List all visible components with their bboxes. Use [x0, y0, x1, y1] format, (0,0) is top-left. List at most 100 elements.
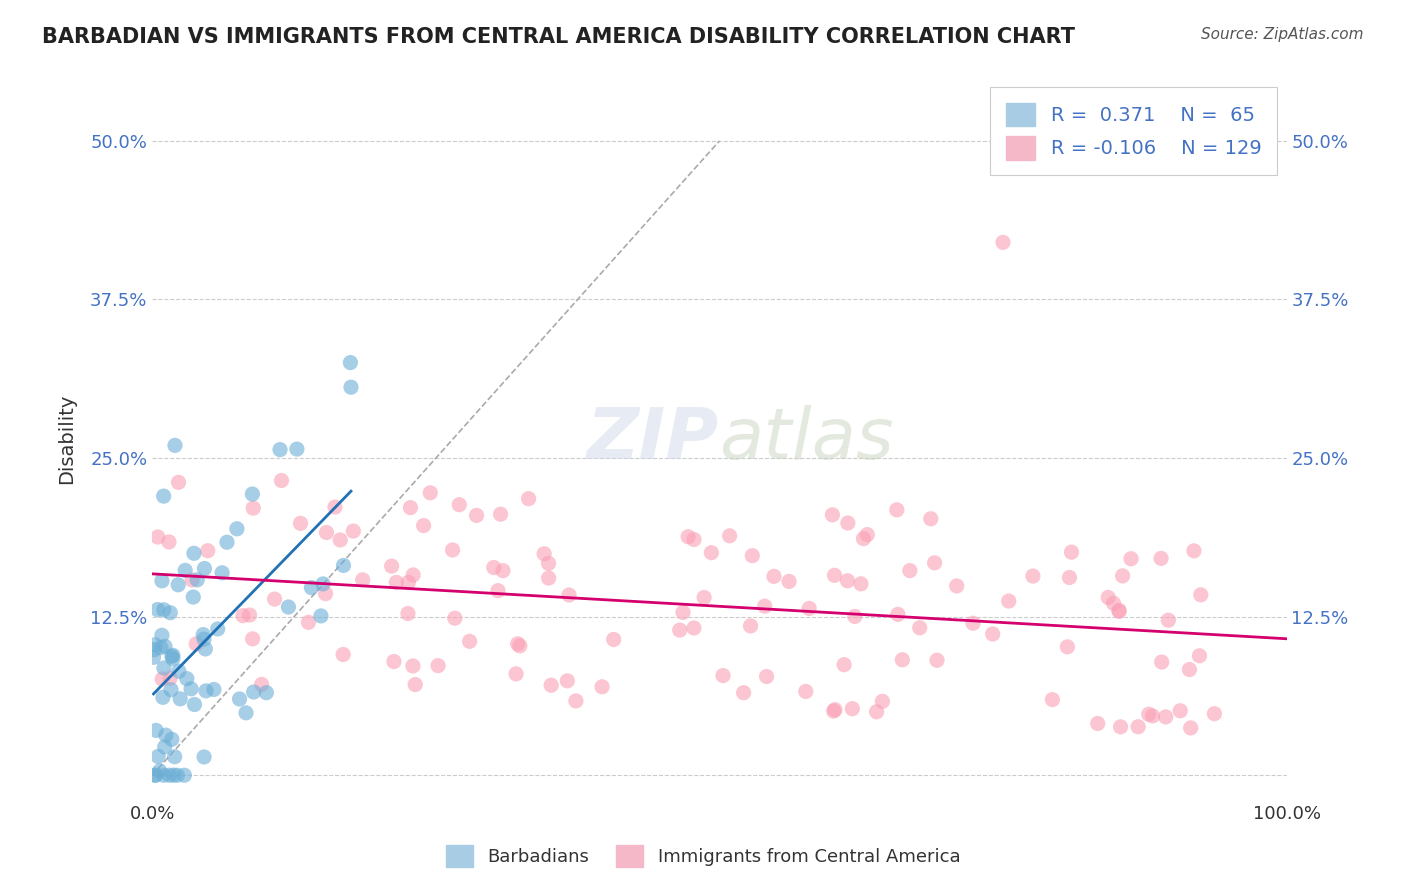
Immigrants from Central America: [146, 530, 169, 544]
Barbadians: [152, 768, 174, 782]
Immigrants from Central America: [718, 529, 741, 543]
Immigrants from Central America: [591, 680, 613, 694]
Immigrants from Central America: [891, 653, 914, 667]
Immigrants from Central America: [754, 599, 776, 614]
Immigrants from Central America: [458, 634, 481, 648]
Immigrants from Central America: [329, 533, 352, 547]
Immigrants from Central America: [824, 703, 846, 717]
Barbadians: [162, 768, 184, 782]
Immigrants from Central America: [315, 525, 337, 540]
Immigrants from Central America: [404, 677, 426, 691]
Immigrants from Central America: [537, 571, 560, 585]
Immigrants from Central America: [396, 607, 419, 621]
Immigrants from Central America: [797, 601, 820, 615]
Immigrants from Central America: [693, 591, 716, 605]
Barbadians: [211, 566, 233, 580]
Barbadians: [153, 739, 176, 754]
Immigrants from Central America: [683, 533, 706, 547]
Barbadians: [193, 750, 215, 764]
Barbadians: [163, 438, 186, 452]
Immigrants from Central America: [1059, 570, 1081, 584]
Barbadians: [194, 641, 217, 656]
Immigrants from Central America: [1060, 545, 1083, 559]
Immigrants from Central America: [1109, 720, 1132, 734]
Immigrants from Central America: [740, 619, 762, 633]
Immigrants from Central America: [396, 575, 419, 590]
Barbadians: [142, 650, 165, 665]
Barbadians: [166, 768, 188, 782]
Barbadians: [167, 578, 190, 592]
Immigrants from Central America: [537, 557, 560, 571]
Immigrants from Central America: [872, 694, 894, 708]
Immigrants from Central America: [412, 518, 434, 533]
Barbadians: [242, 685, 264, 699]
Immigrants from Central America: [1150, 655, 1173, 669]
Immigrants from Central America: [602, 632, 624, 647]
Barbadians: [309, 609, 332, 624]
Immigrants from Central America: [1102, 596, 1125, 610]
Immigrants from Central America: [486, 583, 509, 598]
Barbadians: [160, 649, 183, 664]
Immigrants from Central America: [482, 560, 505, 574]
Barbadians: [193, 561, 215, 575]
Barbadians: [339, 355, 361, 369]
Immigrants from Central America: [886, 503, 908, 517]
Immigrants from Central America: [250, 677, 273, 691]
Immigrants from Central America: [315, 587, 337, 601]
Barbadians: [181, 590, 204, 604]
Immigrants from Central America: [1126, 720, 1149, 734]
Immigrants from Central America: [489, 507, 512, 521]
Immigrants from Central America: [533, 547, 555, 561]
Barbadians: [152, 603, 174, 617]
Immigrants from Central America: [856, 527, 879, 541]
Immigrants from Central America: [924, 556, 946, 570]
Barbadians: [202, 682, 225, 697]
Barbadians: [149, 764, 172, 778]
Immigrants from Central America: [844, 609, 866, 624]
Immigrants from Central America: [1142, 709, 1164, 723]
Barbadians: [163, 749, 186, 764]
Immigrants from Central America: [332, 648, 354, 662]
Barbadians: [159, 606, 181, 620]
Barbadians: [145, 768, 167, 782]
Immigrants from Central America: [402, 659, 425, 673]
Immigrants from Central America: [823, 704, 845, 718]
Immigrants from Central America: [794, 684, 817, 698]
Immigrants from Central America: [402, 568, 425, 582]
Immigrants from Central America: [672, 606, 695, 620]
Immigrants from Central America: [1137, 707, 1160, 722]
Immigrants from Central America: [232, 608, 254, 623]
Immigrants from Central America: [1154, 710, 1177, 724]
Barbadians: [146, 602, 169, 616]
Barbadians: [152, 489, 174, 503]
Immigrants from Central America: [1180, 721, 1202, 735]
Immigrants from Central America: [540, 678, 562, 692]
Immigrants from Central America: [1204, 706, 1226, 721]
Immigrants from Central America: [150, 672, 173, 686]
Immigrants from Central America: [676, 530, 699, 544]
Immigrants from Central America: [492, 564, 515, 578]
Immigrants from Central America: [263, 592, 285, 607]
Immigrants from Central America: [1087, 716, 1109, 731]
Text: atlas: atlas: [720, 405, 894, 474]
Immigrants from Central America: [1056, 640, 1078, 654]
Barbadians: [242, 487, 264, 501]
Immigrants from Central America: [157, 535, 180, 549]
Text: Source: ZipAtlas.com: Source: ZipAtlas.com: [1201, 27, 1364, 42]
Barbadians: [193, 632, 215, 647]
Barbadians: [160, 732, 183, 747]
Immigrants from Central America: [997, 594, 1019, 608]
Barbadians: [169, 691, 191, 706]
Immigrants from Central America: [991, 235, 1014, 250]
Barbadians: [193, 627, 215, 641]
Immigrants from Central America: [1119, 551, 1142, 566]
Immigrants from Central America: [1157, 613, 1180, 627]
Legend: Barbadians, Immigrants from Central America: Barbadians, Immigrants from Central Amer…: [439, 838, 967, 874]
Immigrants from Central America: [852, 532, 875, 546]
Immigrants from Central America: [505, 666, 527, 681]
Barbadians: [173, 768, 195, 782]
Barbadians: [145, 723, 167, 738]
Immigrants from Central America: [821, 508, 844, 522]
Immigrants from Central America: [509, 639, 531, 653]
Barbadians: [167, 664, 190, 678]
